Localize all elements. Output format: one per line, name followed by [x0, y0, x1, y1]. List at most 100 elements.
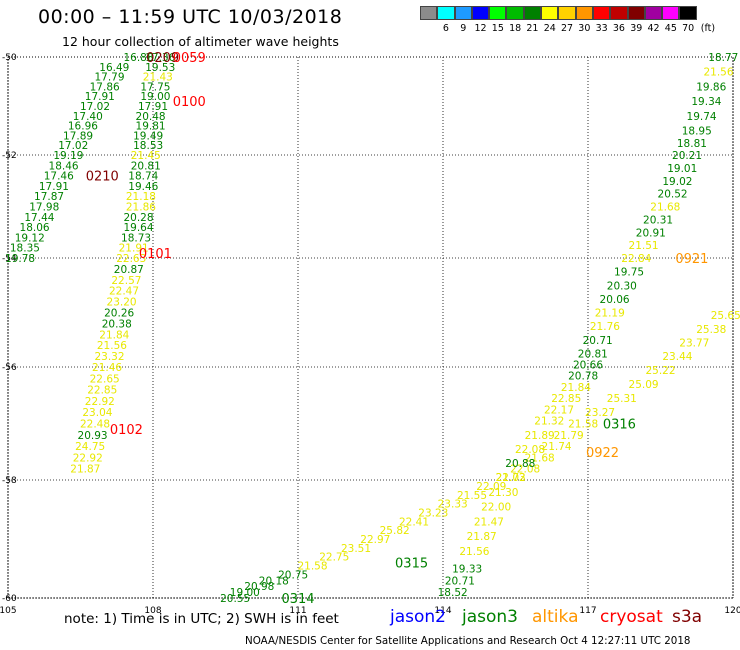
longitude-label: 108 [144, 606, 161, 616]
wave-height-value: 25.22 [645, 365, 675, 377]
pass-time-label: 0921 [675, 252, 708, 267]
wave-height-value: 19.19 [53, 150, 83, 162]
wave-height-value: 19.02 [662, 176, 692, 188]
wave-height-value: 25.09 [629, 379, 659, 391]
wave-height-value: 21.19 [595, 308, 625, 320]
wave-height-value: 18.35 [10, 243, 40, 255]
wave-height-value: 21.56 [459, 546, 489, 558]
wave-height-value: 20.52 [658, 189, 688, 201]
wave-height-value: 17.44 [24, 212, 54, 224]
wave-height-value: 20.38 [102, 318, 132, 330]
wave-height-value: 17.79 [94, 72, 124, 84]
legend-tick-label: 42 [647, 23, 660, 34]
wave-height-value: 22.17 [544, 404, 574, 416]
wave-height-value: 18.81 [677, 138, 707, 150]
legend-swatch [454, 6, 472, 20]
legend-tick-label: 27 [561, 23, 574, 34]
wave-height-value: 20.48 [136, 111, 166, 123]
wave-height-value: 21.46 [92, 362, 122, 374]
pass-time-label: 0315 [395, 557, 428, 572]
legend-swatch [592, 6, 611, 20]
wave-height-value: 17.87 [34, 191, 64, 203]
wave-height-value: 22.65 [90, 373, 120, 385]
legend-swatch [627, 6, 645, 20]
wave-height-value: 16.96 [68, 121, 98, 133]
wave-height-value: 17.02 [80, 101, 110, 113]
wave-height-value: 23.32 [94, 351, 124, 363]
wave-height-value: 21.89 [525, 430, 555, 442]
wave-height-value: 19.00 [230, 587, 260, 599]
wave-height-value: 18.53 [133, 140, 163, 152]
wave-height-value: 20.93 [78, 430, 108, 442]
wave-height-value: 20.06 [600, 294, 630, 306]
wave-height-value: 23.20 [107, 297, 137, 309]
wave-height-value: 22.08 [510, 464, 540, 476]
wave-height-value: 21.68 [650, 202, 680, 214]
wave-height-value: 22.84 [621, 253, 651, 265]
wave-height-value: 21.32 [534, 416, 564, 428]
wave-height-value: 19.34 [691, 96, 721, 108]
satellite-legend-s3a: s3a [672, 607, 703, 627]
wave-height-value: 22.57 [111, 275, 141, 287]
units-note: note: 1) Time is in UTC; 2) SWH is in fe… [64, 611, 339, 627]
wave-height-value: 21.91 [119, 243, 149, 255]
wave-height-value: 22.97 [360, 534, 390, 546]
wave-height-value: 21.18 [126, 191, 156, 203]
legend-swatch [489, 6, 507, 20]
wave-height-value: 19.78 [5, 253, 35, 265]
track-track-b: 17.3619.5321.4317.7519.0017.9120.4819.81… [70, 52, 175, 476]
wave-height-value: 17.91 [85, 91, 115, 103]
wave-height-value: 21.45 [131, 150, 161, 162]
wave-height-value: 17.02 [58, 140, 88, 152]
wave-height-value: 20.88 [505, 458, 535, 470]
latitude-label: -52 [2, 151, 17, 161]
wave-height-value: 19.01 [667, 163, 697, 175]
wave-height-value: 16.49 [99, 62, 129, 74]
legend-tick-label: 33 [595, 23, 608, 34]
pass-time-label: 0101 [139, 247, 172, 262]
legend-labels: 6 9 12 15 18 21 24 27 30 33 36 39 42 45 70 (ft) [420, 23, 715, 37]
wave-height-value: 20.21 [672, 150, 702, 162]
wave-height-value: 21.51 [629, 240, 659, 252]
wave-height-value: 21.68 [525, 452, 555, 464]
wave-height-value: 20.26 [104, 308, 134, 320]
wave-height-value: 19.64 [123, 222, 153, 234]
wave-height-value: 20.55 [220, 593, 250, 605]
wave-height-value: 21.79 [554, 430, 584, 442]
wave-height-value: 22.09 [476, 481, 506, 493]
wave-height-tracks: 16.8816.4917.7917.8617.9117.0217.4016.96… [5, 52, 740, 605]
wave-height-value: 20.71 [583, 335, 613, 347]
wave-height-value: 25.31 [607, 393, 637, 405]
pass-time-label: 0209 [146, 51, 179, 66]
wave-height-value: 21.58 [297, 561, 327, 573]
legend-tick-label: 36 [612, 23, 625, 34]
wave-height-value: 16.88 [123, 52, 153, 64]
wave-height-value: 18.77 [708, 52, 738, 64]
wave-height-value: 21.86 [126, 202, 156, 214]
wave-height-value: 22.48 [80, 419, 110, 431]
legend-swatch [679, 6, 697, 20]
wave-height-value: 22.92 [85, 396, 115, 408]
latitude-label: -56 [2, 363, 17, 373]
wave-height-value: 17.36 [145, 52, 175, 64]
wave-height-value: 20.66 [573, 359, 603, 371]
wave-height-value: 19.74 [687, 111, 717, 123]
wave-height-value: 21.76 [590, 321, 620, 333]
wave-height-value: 25.82 [380, 525, 410, 537]
wave-height-value: 21.56 [703, 67, 733, 79]
wave-height-value: 22.00 [481, 502, 511, 514]
wave-height-value: 20.31 [643, 214, 673, 226]
credit-line: NOAA/NESDIS Center for Satellite Applica… [245, 635, 691, 647]
legend-tick-label: 6 [442, 23, 449, 34]
legend-swatch [523, 6, 542, 20]
longitude-label: 120 [724, 606, 740, 616]
wave-height-value: 17.91 [39, 181, 69, 193]
longitude-label: 111 [289, 606, 306, 616]
legend-swatch [506, 6, 524, 20]
wave-height-value: 20.81 [578, 348, 608, 360]
wave-height-value: 23.04 [82, 407, 112, 419]
wave-height-value: 20.98 [244, 581, 274, 593]
pass-time-label: 0316 [603, 418, 636, 433]
wave-height-value: 21.30 [488, 487, 518, 499]
wave-height-value: 18.46 [49, 160, 79, 172]
